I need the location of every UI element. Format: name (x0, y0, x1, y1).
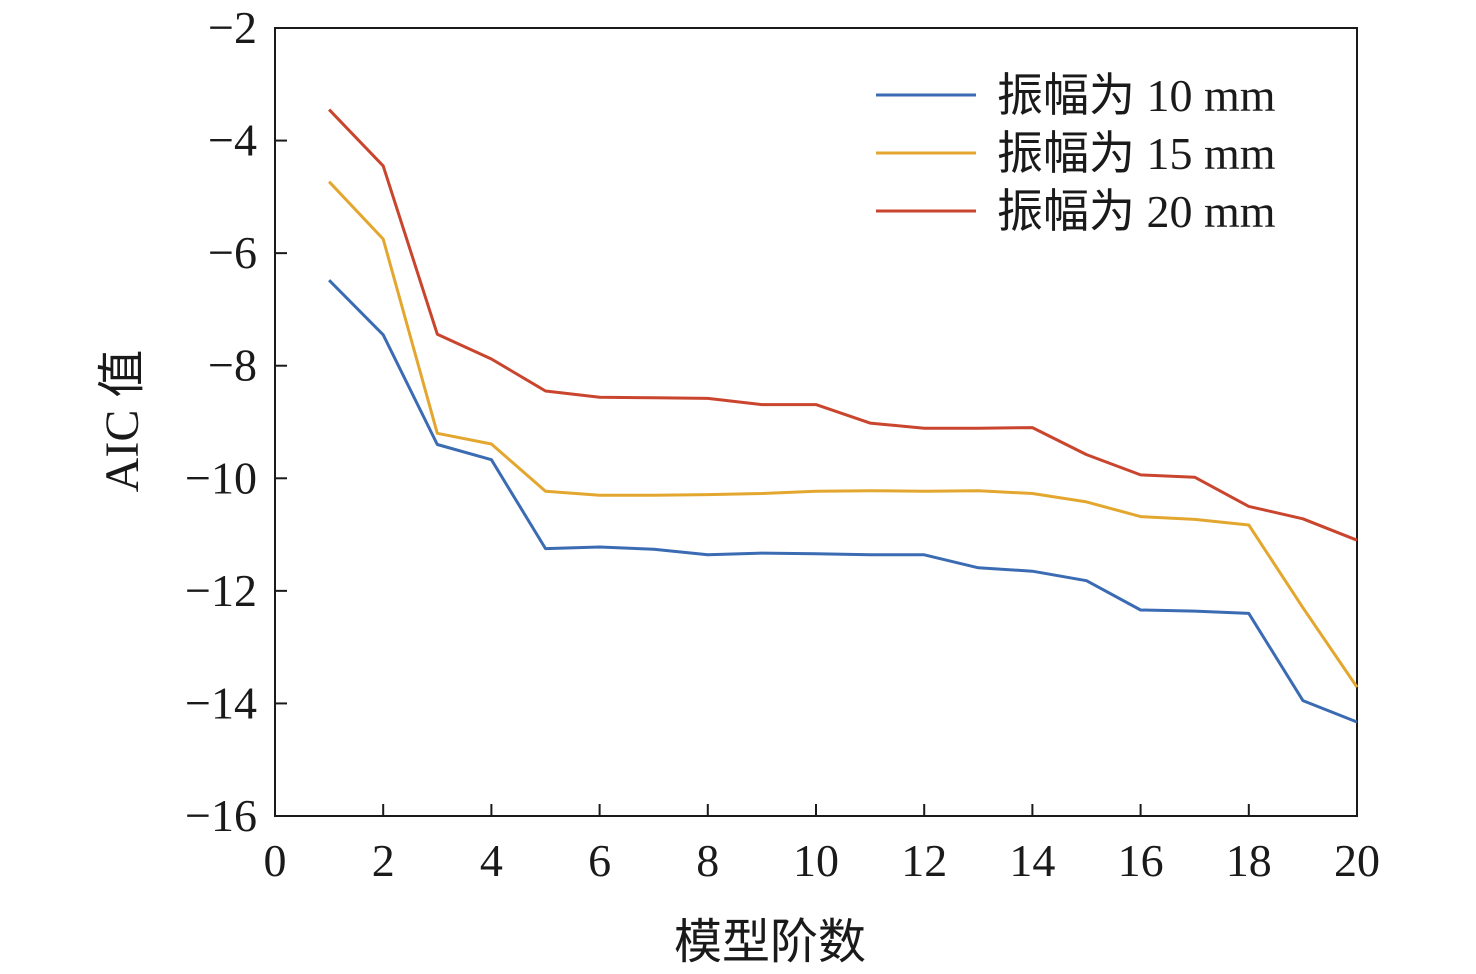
series-line-3 (328, 108, 1358, 542)
series-line-2 (328, 180, 1359, 688)
legend-label: 振幅为 10 mm (997, 70, 1276, 121)
y-tick-label: −16 (185, 790, 257, 841)
x-tick-label: 12 (901, 835, 947, 886)
x-tick-label: 2 (372, 835, 395, 886)
x-tick-label: 0 (264, 835, 287, 886)
y-axis: −2 −4 −6 −8 −10 −12 −14 −16 (185, 2, 287, 841)
y-axis-title: AIC 值 (96, 350, 149, 493)
x-tick-label: 16 (1118, 835, 1164, 886)
legend-label: 振幅为 15 mm (997, 128, 1276, 179)
legend-item: 振幅为 15 mm (876, 128, 1276, 179)
x-axis: 0 2 4 6 8 10 12 14 16 18 20 (264, 804, 1380, 886)
x-tick-label: 10 (793, 835, 839, 886)
y-tick-label: −4 (208, 115, 257, 166)
x-tick-label: 18 (1226, 835, 1272, 886)
legend-item: 振幅为 10 mm (876, 70, 1276, 121)
y-tick-label: −8 (208, 340, 257, 391)
x-tick-label: 6 (588, 835, 611, 886)
y-tick-label: −2 (208, 2, 257, 53)
series-lines (328, 108, 1359, 724)
legend: 振幅为 10 mm 振幅为 15 mm 振幅为 20 mm (876, 70, 1276, 237)
x-tick-label: 4 (480, 835, 503, 886)
x-tick-label: 14 (1009, 835, 1055, 886)
y-tick-label: −14 (185, 677, 257, 728)
x-tick-label: 8 (696, 835, 719, 886)
y-tick-label: −10 (185, 452, 257, 503)
x-tick-label: 20 (1334, 835, 1380, 886)
x-axis-title: 模型阶数 (674, 916, 866, 969)
legend-item: 振幅为 20 mm (876, 186, 1276, 237)
legend-label: 振幅为 20 mm (997, 186, 1276, 237)
y-tick-label: −12 (185, 565, 257, 616)
y-tick-label: −6 (208, 227, 257, 278)
series-line-1 (328, 279, 1358, 724)
